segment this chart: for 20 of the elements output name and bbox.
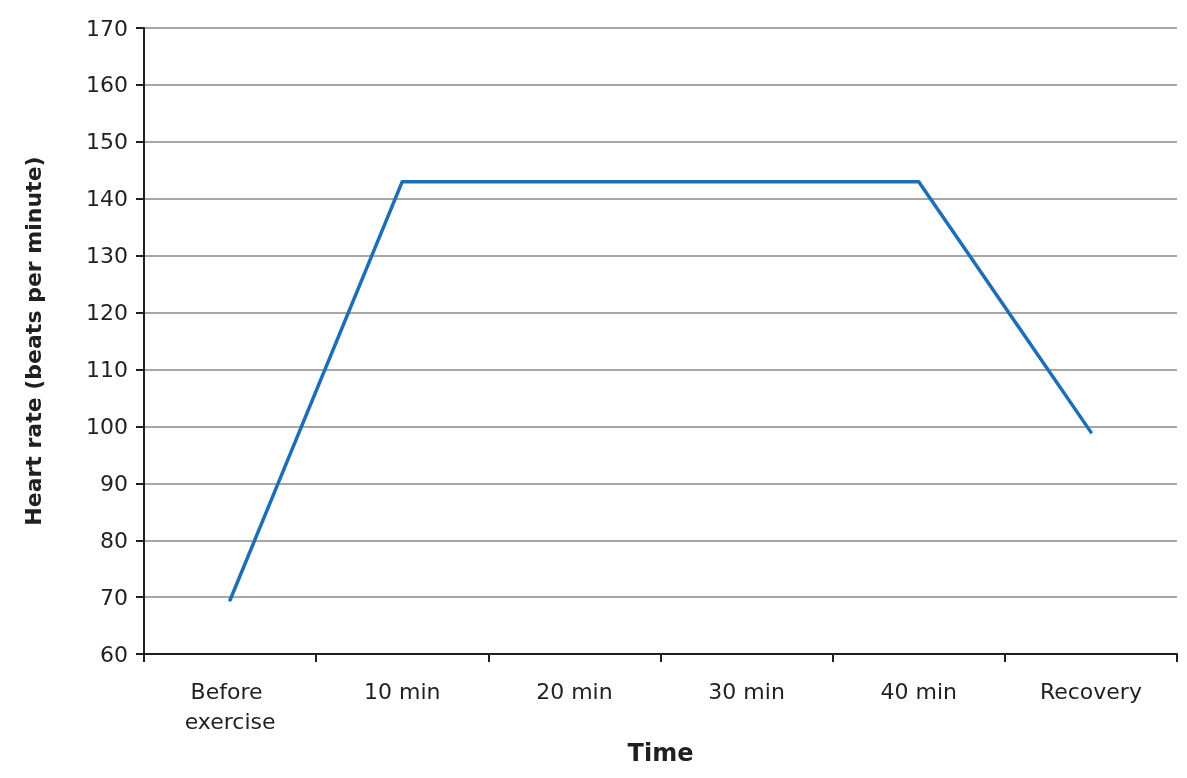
y-tick-label: 90 bbox=[100, 470, 128, 496]
y-tick-label: 150 bbox=[86, 129, 128, 155]
y-tick-label: 60 bbox=[100, 641, 128, 667]
x-tick-label: 30 min bbox=[708, 678, 785, 704]
y-tick-label: 130 bbox=[86, 243, 128, 269]
x-axis-title: Time bbox=[627, 739, 694, 767]
y-tick-label: 70 bbox=[100, 584, 128, 610]
x-tick-label: 40 min bbox=[880, 678, 957, 704]
x-tick-label: Before exercise bbox=[184, 678, 276, 734]
y-tick-label: 160 bbox=[86, 72, 128, 98]
y-tick-label: 80 bbox=[100, 527, 128, 553]
y-tick-label: 170 bbox=[86, 15, 128, 41]
x-tick-label: 10 min bbox=[364, 678, 441, 704]
y-tick-label: 110 bbox=[86, 357, 128, 383]
x-tick-label: Recovery bbox=[1039, 678, 1142, 704]
y-tick-label: 120 bbox=[86, 300, 128, 326]
y-tick-label: 140 bbox=[86, 186, 128, 212]
y-axis-title: Heart rate (beats per minute) bbox=[20, 156, 46, 526]
y-tick-label: 100 bbox=[86, 413, 128, 439]
x-tick-label: 20 min bbox=[536, 678, 613, 704]
